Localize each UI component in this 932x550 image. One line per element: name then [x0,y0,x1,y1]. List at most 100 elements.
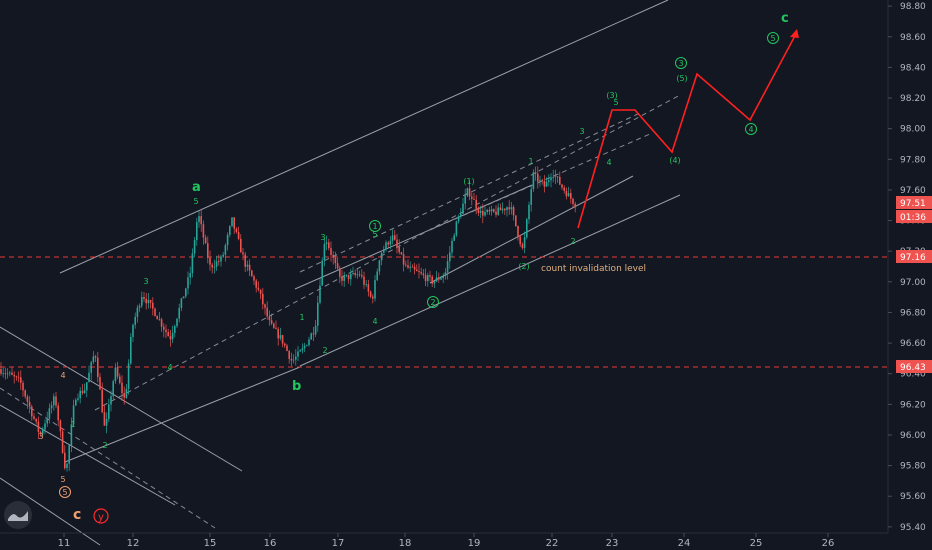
wave-label-c-green: c [781,11,789,26]
inner-channel-upper [294,184,533,290]
candle-body [321,260,323,286]
candle-body [279,335,282,339]
candle-body [488,209,491,212]
candle-body [235,228,238,233]
candle-body [90,362,92,373]
time-tick-label: 19 [468,538,481,549]
candle-body [486,209,488,212]
digit-1-right: 1 [528,157,533,166]
candle-body [501,208,504,211]
candle-body [539,180,541,182]
candle-body [20,377,22,383]
candle-body [347,274,350,280]
time-tick-label: 17 [332,538,345,549]
candle-body [70,424,73,446]
candle-body [213,266,216,268]
candle-body [44,423,46,430]
candle-body [466,188,469,196]
candle-body [176,318,178,327]
candle-body [295,356,297,360]
candle-body [163,326,165,330]
candle-body [97,357,99,377]
candle-body [15,376,18,378]
candle-body [237,232,240,239]
sub-channel-lower [429,175,634,284]
candle-body [570,193,572,199]
price-axis[interactable]: 98.8098.6098.4098.2098.0097.8097.6097.40… [888,2,926,533]
price-tick-label: 98.00 [900,125,926,135]
candle-body [411,266,414,268]
candle-body [442,276,444,279]
candle-body [290,358,293,361]
candle-body [286,345,288,351]
candle-body [420,272,422,274]
candle-body [152,302,154,309]
digit-3-mid: 3 [320,233,325,242]
candle-body [435,277,438,282]
candle-body [521,244,524,248]
candle-body [543,180,546,187]
candle-body [369,291,372,297]
digit-1-mid: 1 [299,313,304,322]
candle-body [352,272,354,274]
candle-body [191,253,194,274]
candle-body [422,273,425,276]
candle-body [50,405,53,409]
price-tick-label: 96.00 [900,431,926,441]
candle-body [548,180,550,182]
candle-body [438,277,440,280]
price-tick-label: 95.80 [900,462,926,472]
candle-body [262,294,264,305]
candle-body [149,299,152,303]
countdown-label: 01:36 [900,213,926,223]
candle-body [556,176,559,178]
candle-body [449,252,451,262]
digit-2-left: 2 [102,441,107,450]
candle-body [6,373,9,375]
candle-body [127,363,130,389]
candle-body [160,319,163,327]
candle-body [457,216,460,222]
wave-label-circ-3: 3 [678,59,683,68]
time-axis[interactable]: 11 12 15 16 17 18 19 22 23 24 25 26 [58,533,835,549]
wave-label-circ-5: 5 [770,34,775,43]
candle-body [0,369,2,374]
candle-body [246,264,249,267]
candle-body [88,372,90,383]
tradingview-logo-icon[interactable] [4,501,32,529]
candle-body [526,219,528,238]
candle-body [83,390,86,394]
candle-body [350,273,352,280]
candle-body [68,445,70,464]
candle-body [561,184,563,188]
candle-body [292,359,295,361]
candle-body [559,176,561,185]
candle-body [506,207,508,211]
candle-body [75,399,77,406]
candle-body [130,336,132,364]
candle-body [462,203,464,214]
candle-body [572,198,574,204]
sub-wave-digits: 5 3 4 1 2 4 3 5 3 1 2 4 5 1 2 3 4 5 [38,98,618,484]
candle-body [281,335,284,344]
candle-body [138,305,141,308]
candle-body [101,389,103,413]
projection-arrowhead [790,29,799,38]
candle-body [530,189,532,205]
candle-body [374,280,376,299]
lower-channel-line [64,366,301,463]
candle-body [9,372,11,374]
time-tick-label: 15 [204,538,217,549]
candle-body [563,187,565,191]
candle-body [220,256,222,262]
candle-body [330,248,332,255]
candle-body [209,257,211,265]
candle-body [471,196,473,199]
candle-body [215,261,218,267]
candle-body [515,215,517,226]
candle-body [345,274,348,276]
candle-body [185,288,187,297]
candle-body [64,452,66,469]
candle-body [39,431,42,434]
